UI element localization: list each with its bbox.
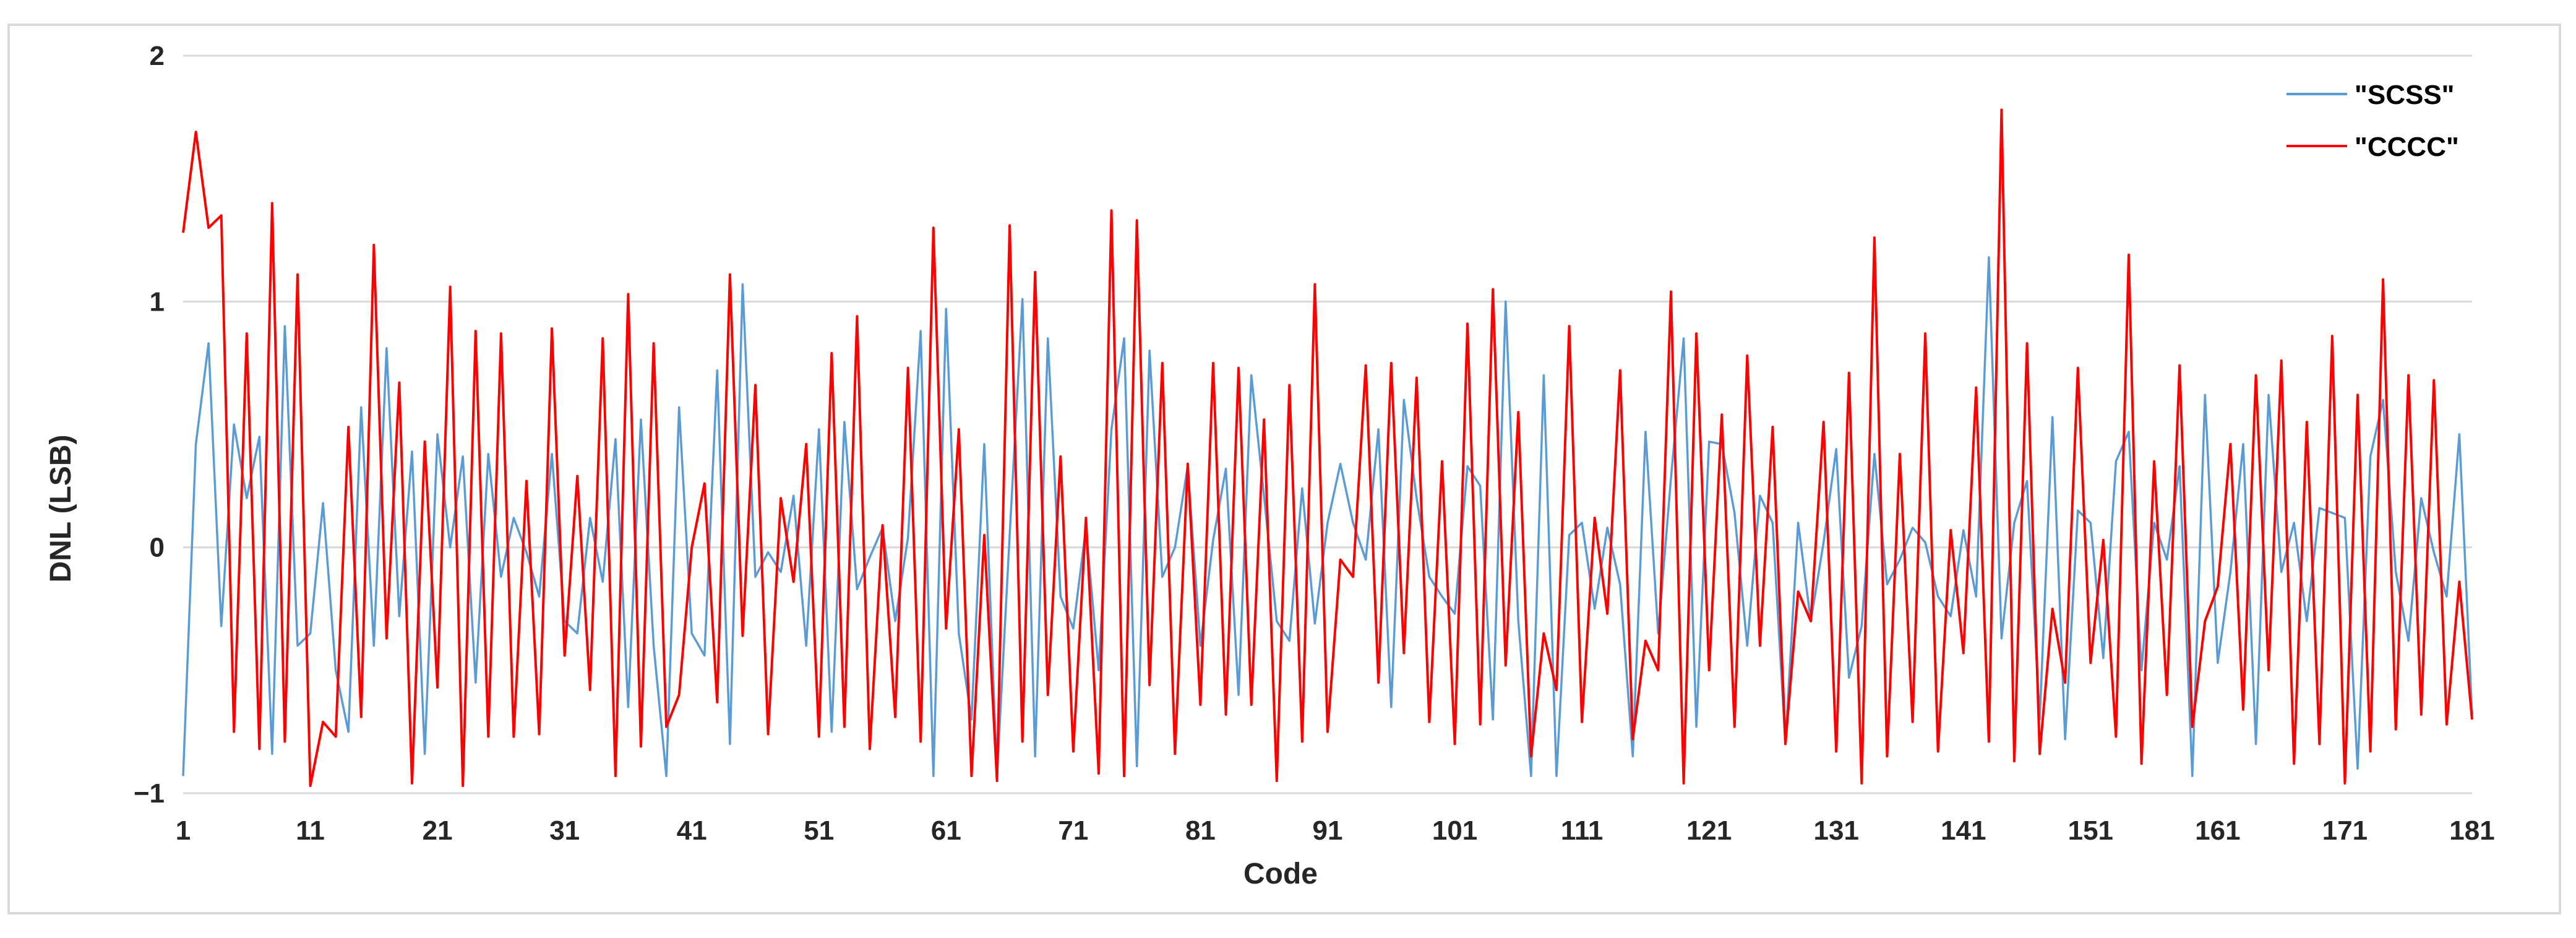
x-tick-label-7: 71 [1058, 815, 1088, 846]
x-tick-label-9: 91 [1313, 815, 1343, 846]
x-tick-label-17: 171 [2322, 815, 2368, 846]
x-axis-ticks: 1 11 21 31 41 51 61 71 81 91 101 111 121 131 141 151 161… [176, 815, 2495, 846]
x-tick-label-0: 1 [176, 815, 191, 846]
y-tick-label-3: −1 [134, 778, 165, 809]
series-line-0 [182, 256, 2473, 777]
x-tick-label-14: 141 [1941, 815, 1986, 846]
y-tick-label-0: 2 [150, 41, 165, 71]
chart-frame: 2 1 0 −1 1 11 21 31 41 51 61 71 81 91 101 111 121 131 141… [7, 24, 2561, 914]
legend: "SCSS" "CCCC" [2286, 80, 2459, 162]
x-tick-label-15: 151 [2068, 815, 2113, 846]
series-lines [182, 108, 2473, 788]
x-tick-label-4: 41 [677, 815, 707, 846]
x-tick-label-12: 121 [1686, 815, 1732, 846]
series-line-1 [182, 108, 2473, 788]
x-tick-label-8: 81 [1185, 815, 1216, 846]
y-axis-ticks: 2 1 0 −1 [134, 41, 165, 809]
x-tick-label-10: 101 [1432, 815, 1477, 846]
y-axis-title: DNL (LSB) [45, 434, 77, 582]
legend-label-cccc: "CCCC" [2355, 132, 2459, 162]
x-tick-label-6: 61 [931, 815, 961, 846]
x-tick-label-18: 181 [2449, 815, 2494, 846]
x-tick-label-16: 161 [2195, 815, 2240, 846]
x-tick-label-1: 11 [296, 815, 325, 846]
y-tick-label-2: 0 [150, 533, 165, 563]
x-axis-title: Code [1243, 858, 1318, 890]
legend-label-scss: "SCSS" [2355, 80, 2455, 110]
dnl-line-chart: 210−1 1 11 21 31 41 51 61 71 81 91 101 111 121 131 141… [45, 41, 2495, 890]
x-tick-label-11: 111 [1561, 815, 1604, 846]
x-tick-label-3: 31 [549, 815, 580, 846]
x-tick-label-13: 131 [1814, 815, 1859, 846]
y-tick-label-1: 1 [150, 286, 165, 317]
x-tick-label-2: 21 [423, 815, 453, 846]
grid-lines [183, 54, 2472, 794]
x-tick-label-5: 51 [804, 815, 834, 846]
